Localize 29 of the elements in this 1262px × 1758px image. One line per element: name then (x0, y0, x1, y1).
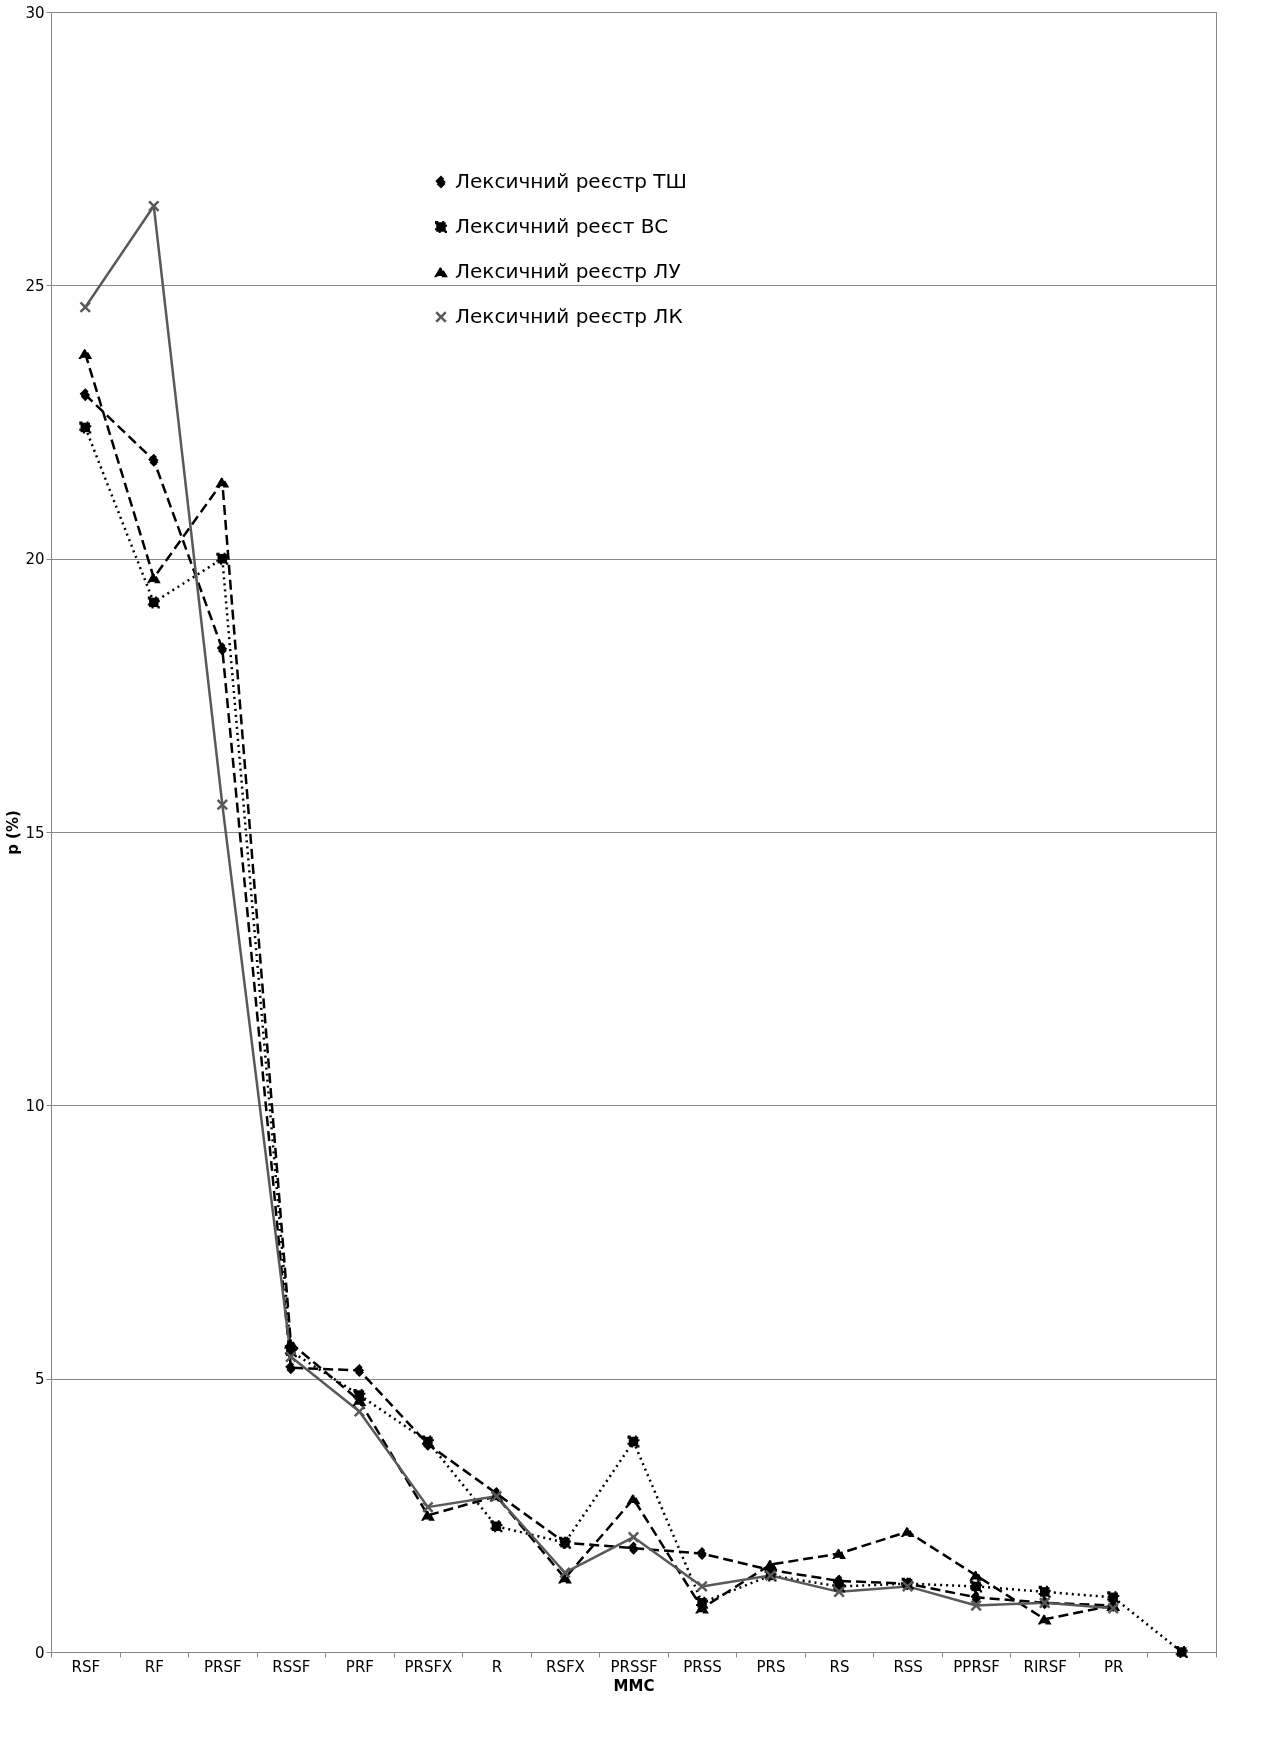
x-axis-title: ММС (613, 1676, 655, 1695)
x-tick-label: RSFX (546, 1657, 585, 1676)
x-tick-label: PRSFX (404, 1657, 453, 1676)
y-tick-label: 20 (25, 550, 45, 569)
legend-label: Лексичний реєстр ЛК (455, 304, 683, 328)
x-tick-label: PRSS (683, 1657, 722, 1676)
x-tick-label: PPRSF (953, 1657, 1000, 1676)
y-tick-label: 15 (25, 823, 45, 842)
x-tick-label: PRS (756, 1657, 786, 1676)
y-tick-label: 10 (25, 1096, 45, 1115)
legend-label: Лексичний реєстр ТШ (455, 169, 687, 193)
x-tick-label: RSS (893, 1657, 923, 1676)
x-tick-label: PRF (345, 1657, 374, 1676)
y-tick-label: 5 (34, 1370, 45, 1389)
x-tick-label: RIRSF (1023, 1657, 1067, 1676)
y-tick-label: 25 (25, 276, 45, 295)
x-tick-label: RS (829, 1657, 850, 1676)
y-tick-label: 0 (34, 1643, 45, 1662)
x-tick-label: RSF (71, 1657, 101, 1676)
x-tick-label: R (491, 1657, 503, 1676)
x-tick-label: RF (144, 1657, 164, 1676)
y-tick-label: 30 (25, 3, 45, 22)
x-tick-label: PRSSF (610, 1657, 658, 1676)
x-tick-label: PR (1103, 1657, 1124, 1676)
x-tick-label: RSSF (272, 1657, 311, 1676)
legend-label: Лексичний реєстр ЛУ (455, 259, 681, 283)
legend-label: Лексичний реєст ВС (455, 214, 669, 238)
x-tick-label: PRSF (204, 1657, 242, 1676)
y-axis-title: p (%) (4, 810, 23, 855)
